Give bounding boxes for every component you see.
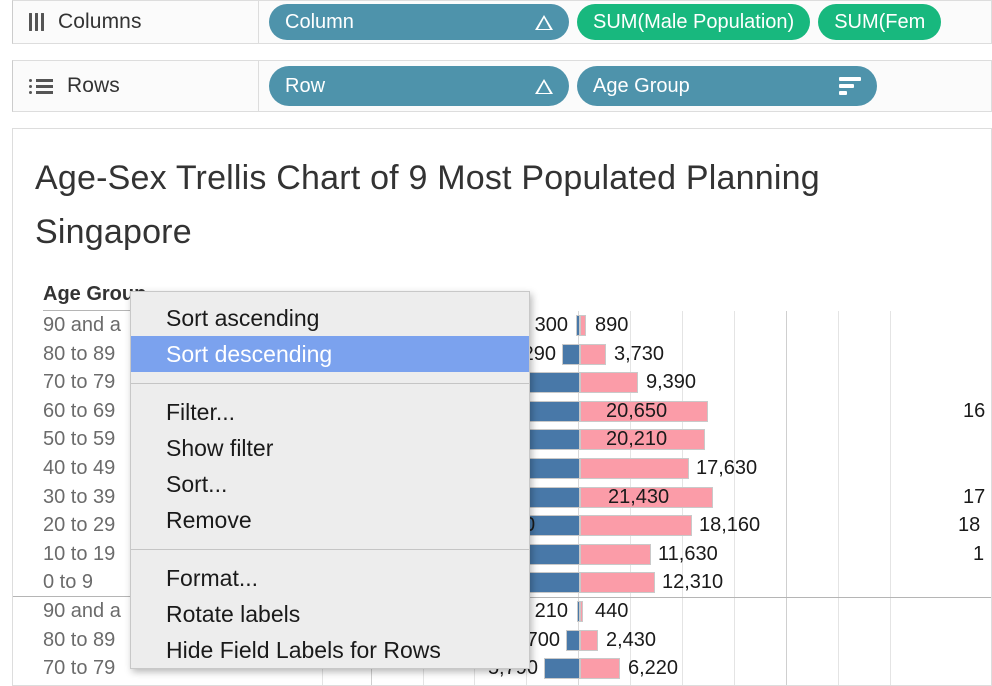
gridline <box>734 311 735 685</box>
delta-triangle-icon[interactable] <box>535 78 553 94</box>
columns-shelf[interactable]: Columns Column SUM(Male Population) SUM(… <box>12 0 992 44</box>
value-female: 890 <box>595 314 629 336</box>
menu-divider <box>131 549 529 550</box>
bar-female[interactable] <box>580 600 583 622</box>
value-female: 9,390 <box>646 371 697 394</box>
bar-female[interactable] <box>580 400 708 422</box>
bar-male[interactable] <box>562 343 580 365</box>
chart-row: 210 440 <box>258 597 991 626</box>
bar-female[interactable] <box>580 429 705 451</box>
pill-row-label: Row <box>285 74 326 97</box>
bar-male[interactable] <box>525 372 580 394</box>
value-female: 2,430 <box>606 628 657 651</box>
bar-male[interactable] <box>577 600 580 622</box>
columns-label-text: Columns <box>58 10 142 33</box>
row-label: 70 to 79 <box>43 371 116 394</box>
value-female: 20,650 <box>606 399 668 422</box>
panel-divider <box>786 311 787 685</box>
value-female: 12,310 <box>662 571 724 594</box>
menu-item-sort[interactable]: Sort... <box>166 471 228 497</box>
bar-female[interactable] <box>580 315 586 336</box>
value-female: 18,160 <box>699 514 761 537</box>
menu-item-remove[interactable]: Remove <box>166 507 252 533</box>
value-panel3: 16 <box>963 399 986 422</box>
pill-sum-male-population-label: SUM(Male Population) <box>593 10 795 33</box>
rows-shelf[interactable]: Rows Row Age Group <box>12 60 992 112</box>
row-label: 70 to 79 <box>43 657 116 680</box>
menu-item-show-filter[interactable]: Show filter <box>166 435 274 461</box>
value-male: 210 <box>534 599 568 622</box>
rows-label-text: Rows <box>67 74 120 97</box>
row-label: 80 to 89 <box>43 342 116 365</box>
columns-pill-list: Column SUM(Male Population) SUM(Fem <box>259 4 991 40</box>
pill-column[interactable]: Column <box>269 4 569 40</box>
bar-female[interactable] <box>580 572 655 594</box>
pill-sum-male-population[interactable]: SUM(Male Population) <box>577 4 811 40</box>
bar-female[interactable] <box>580 457 689 479</box>
value-panel3: 18 <box>958 514 981 537</box>
row-label: 20 to 29 <box>43 514 116 537</box>
row-label: 30 to 39 <box>43 485 116 508</box>
columns-icon <box>29 13 44 31</box>
row-label: 40 to 49 <box>43 456 116 479</box>
value-female: 20,210 <box>606 428 668 451</box>
chart-row: 300 890 <box>258 311 991 340</box>
value-panel3: 17 <box>963 485 986 508</box>
rows-shelf-label: Rows <box>13 61 259 111</box>
bar-female[interactable] <box>580 629 598 651</box>
age-group-field-label[interactable]: Age Group <box>43 283 147 305</box>
bar-female[interactable] <box>580 515 692 537</box>
page-title-line2: Singapore <box>35 213 192 252</box>
sort-descending-icon[interactable] <box>839 77 861 95</box>
page-title: Age-Sex Trellis Chart of 9 Most Populate… <box>13 129 991 260</box>
row-label: 90 and a <box>43 314 121 336</box>
value-panel3: 1 <box>973 542 985 565</box>
bar-female[interactable] <box>580 658 620 680</box>
rows-pill-list: Row Age Group <box>259 66 991 106</box>
row-label: 60 to 69 <box>43 399 116 422</box>
context-menu[interactable]: Sort ascending Sort descending Filter...… <box>130 291 530 669</box>
bar-female[interactable] <box>580 543 651 565</box>
row-label: 10 to 19 <box>43 542 116 565</box>
bar-female[interactable] <box>580 343 606 365</box>
gridline <box>890 311 891 685</box>
menu-divider <box>131 383 529 384</box>
row-label: 50 to 59 <box>43 428 116 451</box>
value-female: 440 <box>595 599 629 622</box>
menu-item-filter[interactable]: Filter... <box>166 399 236 425</box>
value-female: 3,730 <box>614 342 665 365</box>
row-label: 90 and a <box>43 599 121 622</box>
row-label-column: 90 and a 80 to 89 70 to 79 60 to 69 50 t… <box>13 311 258 683</box>
menu-item-format[interactable]: Format... <box>166 565 259 591</box>
pill-sum-female-population[interactable]: SUM(Fem <box>818 4 942 40</box>
bar-male[interactable] <box>576 315 580 336</box>
value-female: 6,220 <box>628 657 679 680</box>
bar-male[interactable] <box>544 658 580 680</box>
bar-male[interactable] <box>566 629 580 651</box>
menu-item-sort-descending[interactable]: Sort descending <box>131 336 529 372</box>
value-female: 21,430 <box>608 485 670 508</box>
page-title-line1: Age-Sex Trellis Chart of 9 Most Populate… <box>35 159 820 197</box>
value-female: 11,630 <box>658 542 718 565</box>
row-label: 80 to 89 <box>43 628 116 651</box>
menu-item-rotate-labels[interactable]: Rotate labels <box>166 601 301 627</box>
value-male: 300 <box>534 314 568 336</box>
menu-item-hide-field-labels-for-rows[interactable]: Hide Field Labels for Rows <box>166 637 441 663</box>
pill-column-label: Column <box>285 10 354 33</box>
menu-item-sort-ascending[interactable]: Sort ascending <box>166 305 320 331</box>
rows-icon <box>29 78 53 94</box>
panel-row-divider <box>258 597 991 598</box>
bar-female[interactable] <box>580 486 713 508</box>
gridline <box>838 311 839 685</box>
columns-shelf-label: Columns <box>13 1 259 43</box>
bar-female[interactable] <box>580 372 638 394</box>
value-female: 17,630 <box>696 456 758 479</box>
pill-row[interactable]: Row <box>269 66 569 106</box>
delta-triangle-icon[interactable] <box>535 14 553 30</box>
pill-age-group[interactable]: Age Group <box>577 66 877 106</box>
pill-age-group-label: Age Group <box>593 74 690 97</box>
pill-sum-female-population-label: SUM(Fem <box>834 10 926 33</box>
